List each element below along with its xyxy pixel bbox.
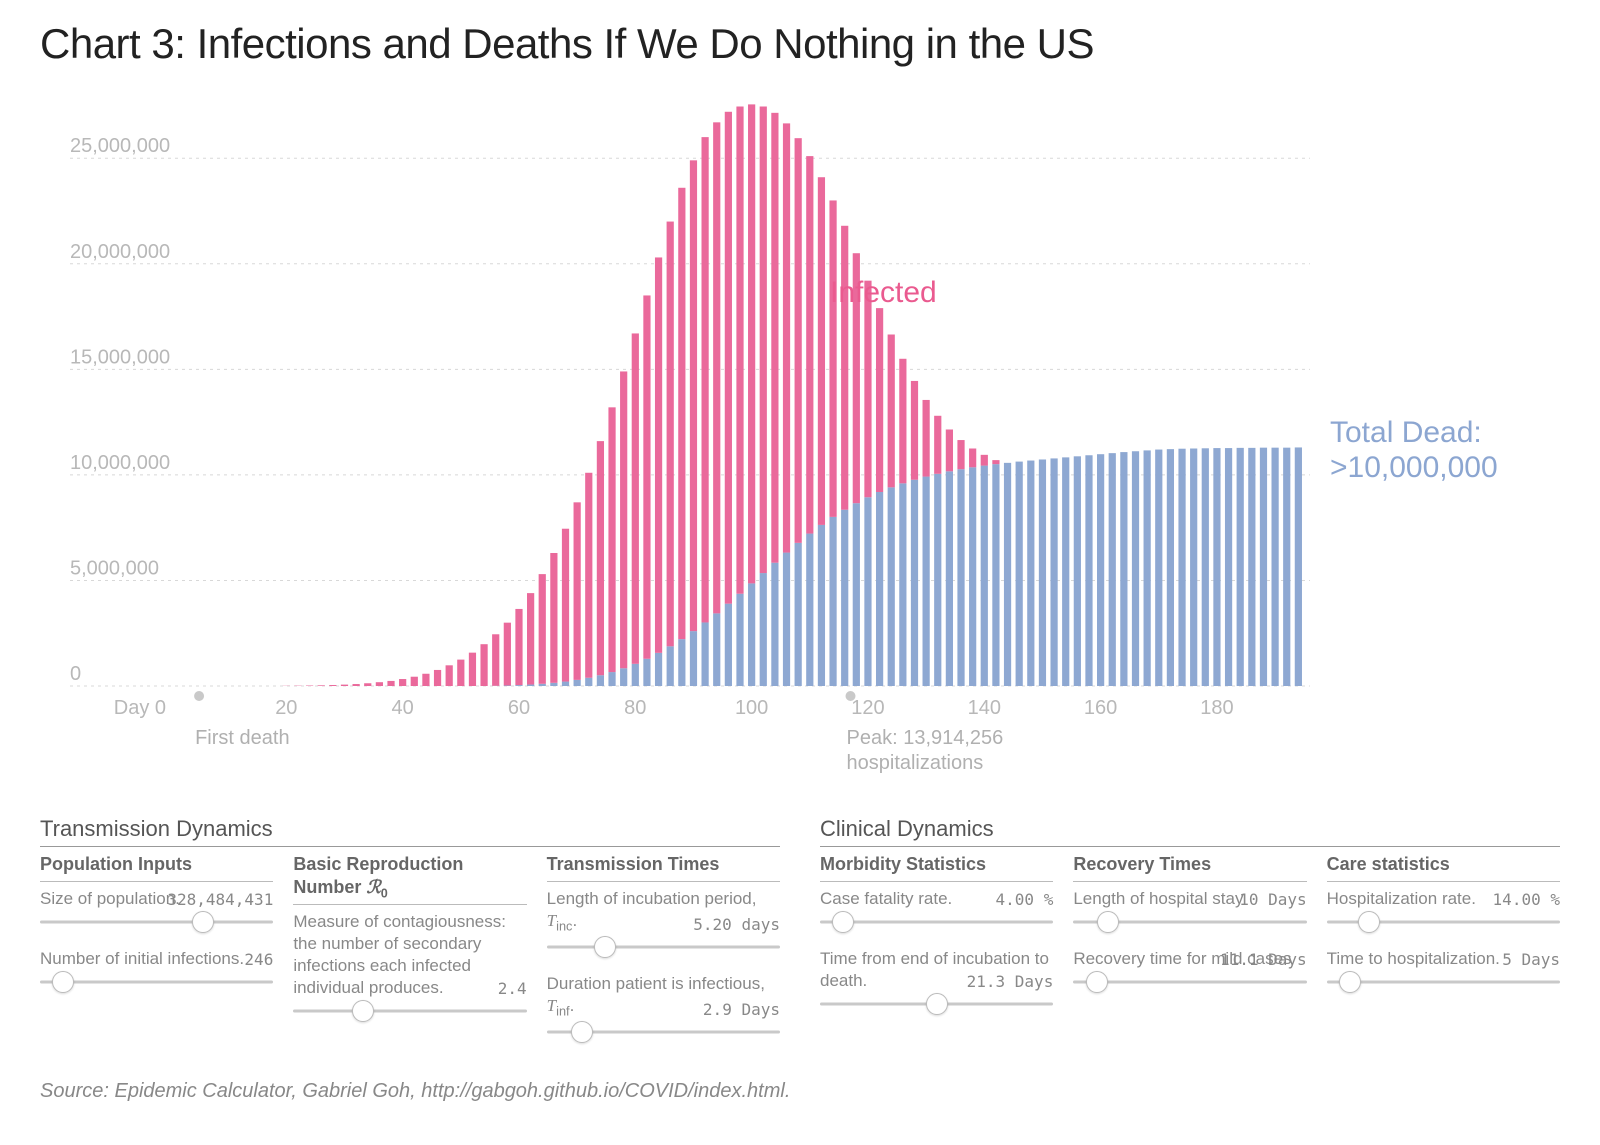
svg-text:Day 0: Day 0 <box>114 697 166 719</box>
slider-value: 10 Days <box>1239 890 1306 909</box>
control-panels: Transmission Dynamics Population Inputs … <box>40 816 1560 1058</box>
param-desc: Number of initial infections. <box>40 948 273 970</box>
slider-value: 2.4 <box>498 979 527 998</box>
panel-header: Care statistics <box>1327 853 1560 882</box>
param: Time from end of incubation to death. 21… <box>820 948 1053 1016</box>
dead-series-label: Total Dead: >10,000,000 <box>1330 416 1498 485</box>
panel-column: Population Inputs Size of population. 32… <box>40 853 273 1058</box>
svg-text:10,000,000: 10,000,000 <box>70 452 170 474</box>
slider-value: 246 <box>244 950 273 969</box>
chart-title: Chart 3: Infections and Deaths If We Do … <box>40 20 1560 68</box>
slider[interactable] <box>1327 910 1560 934</box>
param: Length of hospital stay 10 Days <box>1073 888 1306 934</box>
param: Length of incubation period, Tinc. 5.20 … <box>547 888 780 959</box>
svg-text:120: 120 <box>851 697 884 719</box>
param: Size of population. 328,484,431 <box>40 888 273 934</box>
svg-text:0: 0 <box>70 663 81 685</box>
panel-header: Population Inputs <box>40 853 273 882</box>
infected-series-label: Infected <box>830 276 937 310</box>
svg-text:160: 160 <box>1084 697 1117 719</box>
slider-value: 328,484,431 <box>167 890 273 909</box>
svg-text:25,000,000: 25,000,000 <box>70 135 170 157</box>
panel-group-title: Transmission Dynamics <box>40 816 780 847</box>
panel-column: Morbidity Statistics Case fatality rate.… <box>820 853 1053 1030</box>
slider-value: 2.9 Days <box>703 1000 780 1019</box>
dead-label-line1: Total Dead: <box>1330 416 1482 449</box>
svg-text:100: 100 <box>735 697 768 719</box>
panel-group: Transmission Dynamics Population Inputs … <box>40 816 780 1058</box>
slider[interactable] <box>547 935 780 959</box>
slider-value: 21.3 Days <box>967 972 1054 991</box>
svg-text:40: 40 <box>392 697 414 719</box>
panel-group-title: Clinical Dynamics <box>820 816 1560 847</box>
svg-text:60: 60 <box>508 697 530 719</box>
chart-area: 0 5,000,000 10,000,000 15,000,000 20,000,000… <box>40 86 1560 806</box>
svg-text:20: 20 <box>275 697 297 719</box>
svg-text:5,000,000: 5,000,000 <box>70 557 159 579</box>
svg-text:15,000,000: 15,000,000 <box>70 346 170 368</box>
slider[interactable] <box>40 970 273 994</box>
slider-value: 5.20 days <box>693 915 780 934</box>
slider-value: 4.00 % <box>996 890 1054 909</box>
slider[interactable] <box>820 992 1053 1016</box>
param: Duration patient is infectious, Tinf. 2.… <box>547 973 780 1044</box>
slider[interactable] <box>293 999 526 1023</box>
param: Hospitalization rate. 14.00 % <box>1327 888 1560 934</box>
svg-text:140: 140 <box>968 697 1001 719</box>
panel-group: Clinical Dynamics Morbidity Statistics C… <box>820 816 1560 1058</box>
slider-value: 5 Days <box>1502 950 1560 969</box>
slider[interactable] <box>820 910 1053 934</box>
panel-header: Recovery Times <box>1073 853 1306 882</box>
slider-value: 14.00 % <box>1493 890 1560 909</box>
param: Number of initial infections. 246 <box>40 948 273 994</box>
slider[interactable] <box>40 910 273 934</box>
panel-column: Care statistics Hospitalization rate. 14… <box>1327 853 1560 1030</box>
panel-header: Morbidity Statistics <box>820 853 1053 882</box>
slider[interactable] <box>1073 970 1306 994</box>
slider[interactable] <box>1327 970 1560 994</box>
svg-text:20,000,000: 20,000,000 <box>70 241 170 263</box>
slider[interactable] <box>1073 910 1306 934</box>
param: Case fatality rate. 4.00 % <box>820 888 1053 934</box>
param-desc: Measure of contagiousness: the number of… <box>293 911 526 999</box>
svg-text:180: 180 <box>1200 697 1233 719</box>
param: Recovery time for mild cases 11.1 Days <box>1073 948 1306 994</box>
panel-column: Recovery Times Length of hospital stay 1… <box>1073 853 1306 1030</box>
panel-column: Transmission Times Length of incubation … <box>547 853 780 1058</box>
slider-value: 11.1 Days <box>1220 950 1307 969</box>
x-marker-first-death: First death <box>195 726 289 751</box>
param: Measure of contagiousness: the number of… <box>293 911 526 1023</box>
x-marker-peak: Peak: 13,914,256hospitalizations <box>847 726 1004 776</box>
slider[interactable] <box>547 1020 780 1044</box>
param: Time to hospitalization. 5 Days <box>1327 948 1560 994</box>
panel-header: Basic Reproduction Number ℛ0 <box>293 853 526 905</box>
dead-label-line2: >10,000,000 <box>1330 451 1498 484</box>
panel-header: Transmission Times <box>547 853 780 882</box>
svg-text:80: 80 <box>624 697 646 719</box>
panel-column: Basic Reproduction Number ℛ0 Measure of … <box>293 853 526 1058</box>
source-citation: Source: Epidemic Calculator, Gabriel Goh… <box>40 1080 1560 1103</box>
